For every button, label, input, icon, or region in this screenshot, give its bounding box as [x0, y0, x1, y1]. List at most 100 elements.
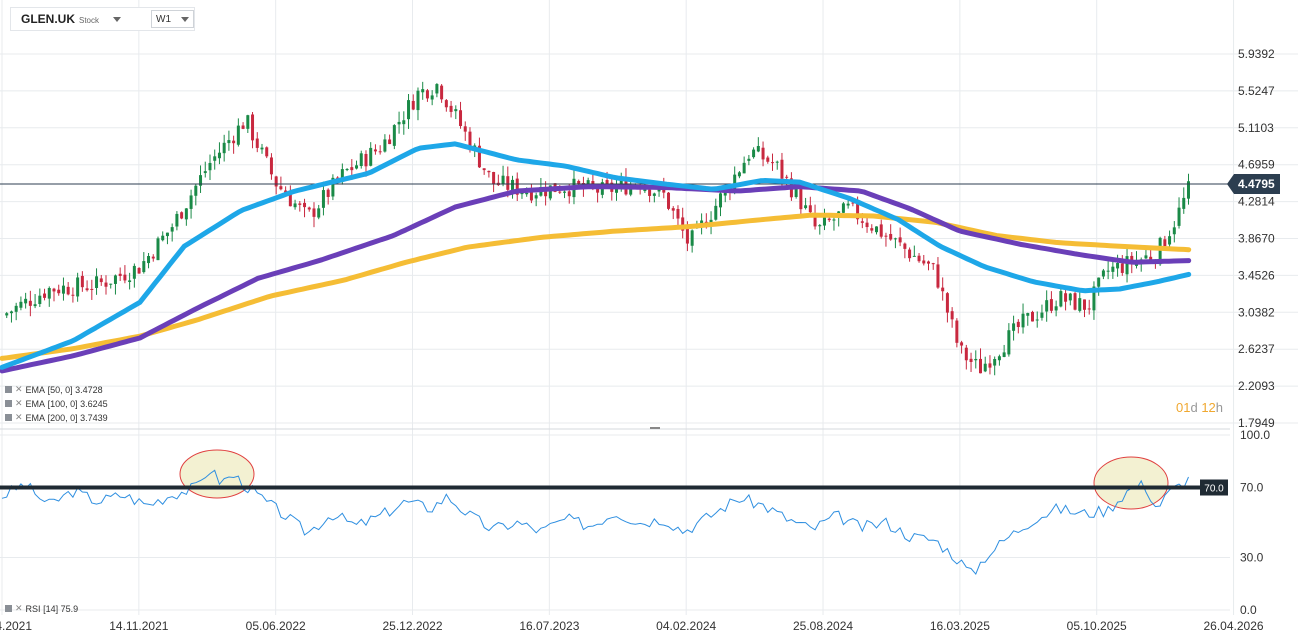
candle-body [1073, 293, 1077, 310]
candle-body [57, 289, 61, 294]
candle-body [1068, 293, 1072, 301]
candle-body [719, 193, 723, 208]
candle-body [780, 159, 784, 179]
candlesticks [0, 81, 1230, 376]
price-tick-label: 3.0382 [1238, 305, 1275, 319]
candle-body [520, 192, 524, 195]
candle-body [378, 151, 382, 153]
candle-body [454, 109, 458, 112]
last-price-badge [1227, 173, 1280, 194]
price-tick-label: 3.4526 [1238, 268, 1275, 282]
candle-body [288, 194, 292, 207]
candle-body [875, 226, 879, 233]
price-tick-label: 3.8670 [1238, 232, 1275, 246]
chevron-down-icon[interactable] [113, 16, 122, 22]
candle-body [95, 276, 99, 288]
candle-body [388, 139, 392, 145]
ema-line [0, 212, 1192, 361]
candle-body [203, 171, 207, 174]
candle-body [47, 288, 51, 299]
candle-body [884, 235, 888, 237]
candle-body [99, 278, 103, 283]
candle-body [794, 187, 798, 197]
candle-body [1040, 312, 1044, 318]
time-tick-label: 26.04.2026 [1204, 619, 1264, 633]
candle-body [298, 203, 302, 205]
candle-body [1158, 237, 1162, 265]
candle-body [213, 156, 217, 161]
price-tick-label: 5.5247 [1238, 84, 1275, 98]
time-tick-label: 04.02.2024 [656, 619, 716, 633]
candle-body [1177, 207, 1181, 226]
candle-body [303, 202, 307, 208]
candle-body [898, 237, 902, 243]
candle-body [506, 176, 510, 190]
symbol-selector[interactable]: GLEN.UK Stock W1 [10, 7, 195, 31]
candle-body [128, 280, 132, 282]
candle-body [312, 208, 316, 217]
candle-body [747, 158, 751, 161]
chevron-down-icon[interactable] [181, 16, 190, 22]
candle-body [1092, 286, 1096, 311]
candle-body [189, 195, 193, 209]
close-icon[interactable]: ✕ [15, 398, 23, 408]
candle-body [846, 203, 850, 206]
candle-body [544, 189, 548, 197]
candle-body [321, 190, 325, 208]
candle-body [487, 170, 491, 173]
candle-body [671, 208, 675, 211]
candle-body [274, 176, 278, 187]
candle-body [364, 153, 368, 167]
candle-body [1012, 323, 1016, 331]
candle-body [534, 195, 538, 199]
candle-body [685, 228, 689, 244]
candle-body [1049, 299, 1053, 311]
candle-body [194, 185, 198, 196]
candle-body [165, 232, 169, 237]
settings-icon[interactable] [5, 414, 12, 421]
candle-body [142, 261, 146, 273]
candle-body [1149, 256, 1153, 261]
timeframe-label: W1 [156, 13, 172, 25]
candle-body [440, 85, 444, 100]
symbol-name[interactable]: GLEN.UK [21, 12, 75, 26]
candle-body [903, 243, 907, 249]
candle-body [936, 264, 940, 288]
candle-body [1021, 313, 1025, 328]
settings-icon[interactable] [5, 605, 12, 612]
candle-body [1082, 299, 1086, 310]
candle-body [827, 218, 831, 221]
ema-lines [0, 141, 1192, 374]
candle-body [511, 179, 515, 191]
candle-body [964, 347, 968, 361]
candle-body [180, 212, 184, 219]
time-tick-label: 25.08.2024 [793, 619, 853, 633]
settings-icon[interactable] [5, 386, 12, 393]
price-tick-label: 5.1103 [1238, 121, 1274, 135]
candle-body [492, 171, 496, 184]
candle-body [681, 217, 685, 231]
candle-body [596, 187, 600, 193]
candle-body [1054, 306, 1058, 311]
candle-body [690, 230, 694, 246]
timeframe-selector[interactable]: W1 [151, 10, 195, 28]
candle-body [255, 138, 259, 148]
candle-body [1168, 236, 1172, 245]
candle-body [960, 342, 964, 346]
candle-body [1078, 298, 1082, 311]
highlight-circle [179, 449, 255, 499]
candle-body [978, 358, 982, 374]
candle-body [860, 221, 864, 223]
candle-body [109, 283, 113, 285]
panel-resize-handle [650, 427, 660, 429]
settings-icon[interactable] [5, 400, 12, 407]
close-icon[interactable]: ✕ [15, 603, 23, 613]
candle-body [870, 228, 874, 231]
candle-body [331, 177, 335, 197]
candle-body [714, 205, 718, 220]
price-tick-label: 4.6959 [1238, 158, 1275, 172]
price-tick-label: 5.9392 [1238, 47, 1275, 61]
close-icon[interactable]: ✕ [15, 412, 23, 422]
close-icon[interactable]: ✕ [15, 384, 23, 394]
